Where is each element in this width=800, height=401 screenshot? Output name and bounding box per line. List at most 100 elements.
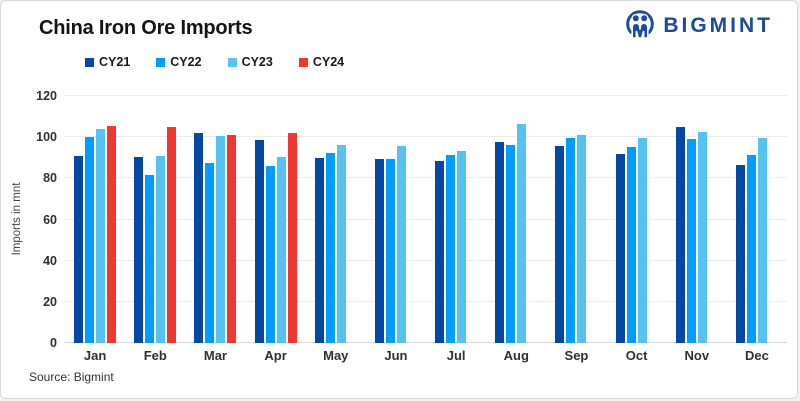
gridline-20 — [65, 300, 787, 302]
bar-cy22-oct — [626, 147, 636, 343]
bar-cy24-apr — [287, 133, 297, 343]
bar-group-dec — [727, 96, 787, 343]
bar-cy23-apr — [276, 156, 286, 343]
bar-group-sep — [546, 96, 606, 343]
bar-cy23-jan — [96, 128, 106, 343]
bar-group-jul — [426, 96, 486, 343]
legend-item-cy23: CY23 — [227, 55, 273, 69]
y-tick-label-80: 80 — [43, 171, 57, 186]
x-tick-label-dec: Dec — [745, 348, 769, 363]
bigmint-logo: BIGMINT — [624, 9, 773, 43]
bar-cy21-sep — [555, 146, 565, 343]
bar-cy22-sep — [566, 137, 576, 343]
x-tick-label-jun: Jun — [384, 348, 408, 363]
legend-label-cy22: CY22 — [170, 55, 202, 69]
x-tick-label-jan: Jan — [83, 348, 107, 363]
bar-cy22-nov — [686, 139, 696, 343]
y-tick-label-20: 20 — [43, 294, 57, 309]
bar-group-may — [306, 96, 366, 343]
gridline-100 — [65, 136, 787, 138]
legend-label-cy24: CY24 — [312, 55, 345, 69]
bar-cy24-mar — [227, 135, 237, 343]
bar-group-jun — [366, 96, 426, 343]
bar-cy23-sep — [577, 134, 587, 343]
legend-swatch-cy21 — [85, 57, 94, 67]
gridline-60 — [65, 218, 787, 220]
gridline-80 — [65, 177, 787, 179]
gridline-40 — [65, 259, 787, 261]
bar-group-aug — [486, 96, 546, 343]
x-tick-label-jul: Jul — [446, 348, 466, 363]
bar-cy22-may — [325, 152, 335, 343]
y-tick-label-60: 60 — [43, 212, 57, 227]
bar-cy22-feb — [145, 174, 155, 343]
bar-group-oct — [607, 96, 667, 343]
x-tick-label-nov: Nov — [684, 348, 710, 363]
x-tick-label-mar: Mar — [203, 348, 227, 363]
legend-swatch-cy22 — [156, 57, 166, 67]
bar-cy21-oct — [615, 154, 625, 343]
chart-legend: CY21 CY22 CY23 CY24 — [85, 55, 344, 69]
legend-swatch-cy23 — [227, 57, 237, 67]
bar-cy22-mar — [205, 162, 215, 343]
bar-cy21-jun — [374, 159, 384, 343]
plot-area — [65, 95, 787, 343]
bar-cy21-dec — [735, 165, 745, 343]
gridline-120 — [65, 95, 787, 96]
y-tick-label-0: 0 — [50, 336, 57, 350]
x-tick-label-aug: Aug — [503, 348, 529, 363]
legend-item-cy22: CY22 — [156, 55, 202, 69]
bar-cy22-dec — [746, 155, 756, 343]
legend-label-cy21: CY21 — [99, 55, 131, 69]
source-note: Source: Bigmint — [29, 370, 114, 384]
x-axis-labels: Jan Feb Mar Apr May Jun Jul Aug Sep Oct Nov Dec — [65, 348, 787, 363]
bar-group-nov — [667, 96, 727, 343]
bar-cy23-dec — [757, 138, 767, 343]
x-tick-label-sep: Sep — [564, 348, 589, 363]
bar-cy24-feb — [167, 127, 177, 343]
bar-cy23-jul — [457, 150, 467, 343]
x-tick-label-oct: Oct — [625, 348, 648, 363]
bar-cy22-jan — [85, 136, 95, 343]
bar-group-jan — [65, 96, 125, 343]
bar-cy23-jun — [396, 146, 406, 343]
bar-cy22-jun — [385, 159, 395, 343]
bar-cy21-jul — [435, 160, 445, 343]
bar-cy24-jan — [107, 126, 117, 343]
bar-cy21-jan — [74, 155, 84, 343]
bar-cy21-apr — [254, 140, 264, 343]
bar-groups — [65, 96, 787, 343]
bar-group-apr — [246, 96, 306, 343]
legend-swatch-cy24 — [298, 57, 308, 67]
gridline-0 — [65, 342, 787, 343]
bar-cy23-aug — [517, 124, 527, 343]
bar-cy21-aug — [495, 142, 505, 343]
bar-cy22-aug — [506, 144, 516, 343]
bar-cy23-nov — [697, 131, 707, 343]
bar-cy23-mar — [216, 136, 226, 343]
bar-cy23-oct — [637, 138, 647, 343]
bar-cy22-jul — [446, 155, 456, 343]
y-axis-ticks: 0 20 40 60 80 100 120 — [1, 89, 57, 350]
x-tick-label-feb: Feb — [143, 348, 167, 363]
bar-group-feb — [125, 96, 185, 343]
bar-cy23-may — [336, 145, 346, 343]
bar-cy21-mar — [194, 132, 204, 343]
y-tick-label-100: 100 — [36, 130, 57, 145]
legend-item-cy21: CY21 — [85, 55, 130, 69]
y-tick-label-120: 120 — [36, 89, 57, 103]
legend-item-cy24: CY24 — [298, 55, 345, 69]
y-tick-label-40: 40 — [43, 253, 57, 268]
bar-cy22-apr — [265, 165, 275, 343]
bar-cy21-may — [314, 158, 324, 343]
x-tick-label-apr: Apr — [264, 348, 287, 363]
bar-cy23-feb — [156, 155, 166, 343]
page-title: China Iron Ore Imports — [39, 17, 253, 39]
bar-cy21-feb — [134, 156, 144, 343]
bigmint-logo-text: BIGMINT — [663, 14, 773, 37]
legend-label-cy23: CY23 — [241, 55, 273, 69]
bar-cy21-nov — [675, 127, 685, 343]
x-tick-label-may: May — [323, 348, 349, 363]
bigmint-logo-icon — [626, 10, 655, 39]
